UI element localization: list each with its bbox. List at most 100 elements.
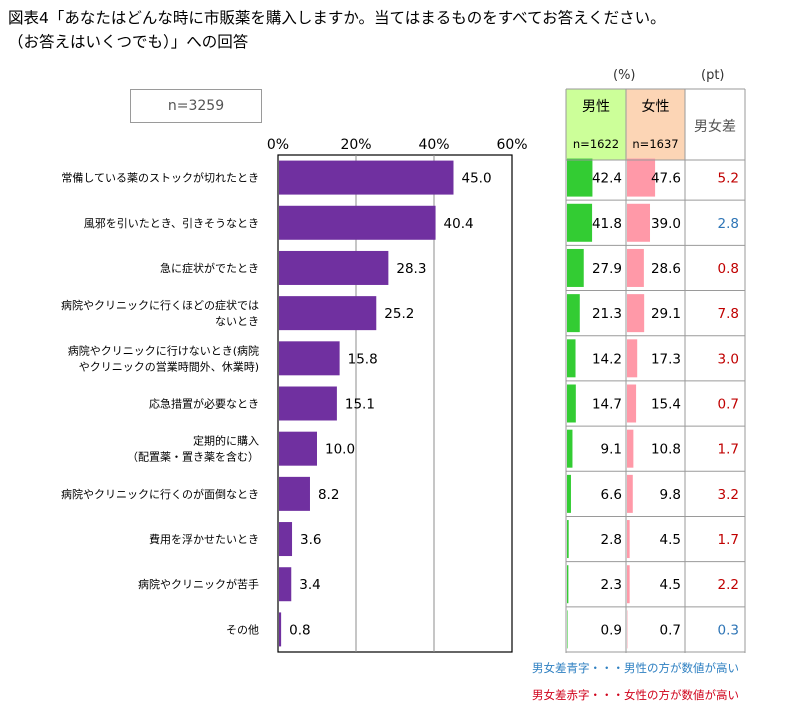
- category-label: （配置薬・置き薬を含む）: [127, 450, 259, 464]
- female-value-label: 4.5: [660, 577, 681, 593]
- female-header-label: 女性: [642, 98, 670, 115]
- female-value-label: 29.1: [651, 306, 681, 322]
- diff-value-label: 3.0: [718, 351, 739, 367]
- male-bar: [567, 474, 571, 513]
- male-value-label: 42.4: [592, 171, 622, 187]
- sample-size-box: n=3259: [130, 89, 262, 123]
- total-value-label: 3.6: [300, 532, 321, 548]
- total-bar: [279, 296, 377, 331]
- female-value-label: 17.3: [651, 351, 681, 367]
- total-bar: [279, 205, 436, 240]
- male-bar: [567, 294, 580, 333]
- category-label: 病院やクリニックに行くほどの症状では: [61, 298, 259, 312]
- category-label: 定期的に購入: [193, 434, 259, 448]
- category-label: 病院やクリニックに行けないとき(病院: [68, 343, 259, 357]
- male-value-label: 14.7: [592, 397, 622, 413]
- male-value-label: 2.8: [601, 532, 622, 548]
- male-bar: [567, 429, 573, 468]
- male-value-label: 27.9: [592, 261, 622, 277]
- category-label: 病院やクリニックに行くのが面倒なとき: [61, 487, 259, 501]
- total-bar: [279, 567, 292, 602]
- male-bar: [567, 158, 593, 197]
- female-value-label: 9.8: [660, 487, 681, 503]
- female-bar: [627, 158, 656, 197]
- chart-title-line-2: （お答えはいくつでも）」への回答: [8, 33, 249, 51]
- total-bar: [279, 476, 310, 511]
- diff-header-label: 男女差: [694, 118, 736, 135]
- female-bar: [627, 203, 651, 242]
- gender-table: 男性 n=1622 女性 n=1637 男女差 42.4 47.6 5.2 41.8 39.0 2.…: [565, 88, 746, 653]
- female-bar: [627, 429, 634, 468]
- diff-value-label: 0.8: [718, 261, 739, 277]
- female-header-cell: [626, 89, 685, 160]
- plot-frame: [277, 154, 513, 653]
- total-value-label: 0.8: [289, 622, 310, 638]
- female-bar: [627, 384, 637, 423]
- x-axis-ticks: 0% 20% 40% 60%: [267, 137, 528, 153]
- female-bar: [627, 520, 630, 559]
- male-bar: [567, 610, 568, 649]
- total-value-label: 45.0: [462, 171, 492, 187]
- total-value-label: 40.4: [444, 216, 474, 232]
- total-value-label: 8.2: [318, 487, 339, 503]
- diff-header-cell: [685, 89, 745, 160]
- total-value-label: 28.3: [396, 261, 426, 277]
- male-header-label: 男性: [582, 99, 610, 115]
- total-bar: [279, 160, 454, 195]
- diff-value-label: 0.3: [718, 622, 739, 638]
- female-n-label: n=1637: [632, 137, 678, 151]
- category-labels: 常備している薬のストックが切れたとき風邪を引いたとき、引きそうなとき急に症状がで…: [61, 171, 259, 637]
- diff-value-label: 5.2: [718, 171, 739, 187]
- diff-value-label: 7.8: [718, 306, 739, 322]
- diff-value-label: 1.7: [718, 532, 739, 548]
- male-value-label: 2.3: [601, 577, 622, 593]
- category-label: 風邪を引いたとき、引きそうなとき: [84, 216, 259, 230]
- male-value-label: 41.8: [592, 216, 622, 232]
- diff-value-label: 3.2: [718, 487, 739, 503]
- female-bar: [627, 565, 630, 604]
- total-value-label: 15.8: [348, 351, 378, 367]
- note-blue-diff: 男女差青字・・・男性の方が数値が高い: [532, 661, 739, 675]
- female-bar: [627, 294, 645, 333]
- male-value-label: 21.3: [592, 306, 622, 322]
- male-bar: [567, 203, 593, 242]
- total-value-label: 10.0: [325, 442, 355, 458]
- total-bars: 45.0 40.4 28.3 25.2 15.8 15.1 10.0 8.2 3.6 3.4 0.8: [279, 160, 492, 647]
- total-value-label: 3.4: [299, 577, 320, 593]
- female-value-label: 28.6: [651, 261, 681, 277]
- female-value-label: 0.7: [660, 622, 681, 638]
- male-header-cell: [566, 89, 626, 160]
- category-label: ないとき: [215, 315, 259, 328]
- total-bar: [279, 386, 337, 421]
- diff-value-label: 2.8: [718, 216, 739, 232]
- percent-unit-label: (%): [613, 68, 636, 83]
- female-bar: [627, 248, 644, 287]
- male-n-label: n=1622: [573, 137, 619, 151]
- category-label: 病院やクリニックが苦手: [138, 577, 259, 591]
- category-label: その他: [226, 623, 259, 636]
- female-value-label: 39.0: [651, 216, 681, 232]
- diff-value-label: 0.7: [718, 397, 739, 413]
- x-tick-label: 40%: [418, 137, 449, 153]
- chart-title: 図表4「あなたはどんな時に市販薬を購入しますか。当てはまるものをすべてお答えくだ…: [8, 6, 803, 54]
- x-tick-label: 60%: [496, 137, 527, 153]
- male-value-label: 9.1: [601, 442, 622, 458]
- female-bar: [627, 474, 633, 513]
- total-bar: [279, 250, 389, 285]
- male-bar: [567, 248, 584, 287]
- total-bar: [279, 522, 293, 557]
- male-value-label: 6.6: [601, 487, 622, 503]
- diff-value-label: 2.2: [718, 577, 739, 593]
- female-value-label: 15.4: [651, 397, 681, 413]
- category-label: やクリニックの営業時間外、休業時): [79, 359, 259, 373]
- male-value-label: 0.9: [601, 622, 622, 638]
- chart-title-line-1: 図表4「あなたはどんな時に市販薬を購入しますか。当てはまるものをすべてお答えくだ…: [8, 9, 666, 27]
- male-bar: [567, 384, 576, 423]
- male-bar: [567, 565, 569, 604]
- category-label: 応急措置が必要なとき: [149, 397, 259, 411]
- category-label: 費用を浮かせたいとき: [149, 532, 259, 546]
- category-label: 常備している薬のストックが切れたとき: [61, 171, 259, 185]
- x-tick-label: 20%: [340, 137, 371, 153]
- total-value-label: 15.1: [345, 397, 375, 413]
